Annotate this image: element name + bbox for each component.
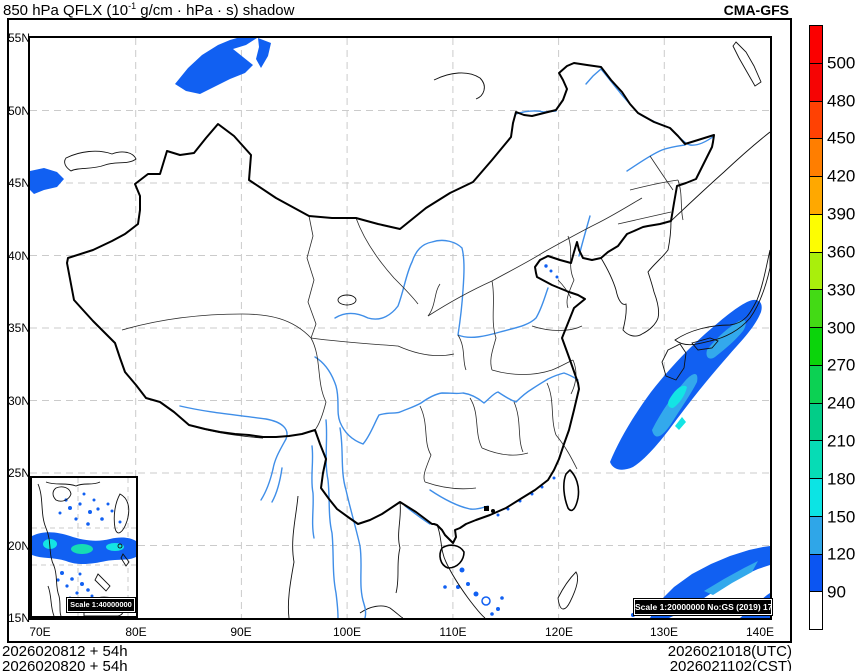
model-name-label: CMA-GFS (723, 2, 789, 18)
colorbar-segment (809, 440, 823, 479)
colorbar-segment (809, 213, 823, 253)
colorbar-segment (809, 100, 823, 140)
yellow-river (334, 239, 549, 339)
luzon (557, 571, 579, 610)
init-time-utc: 2026020812 + 54h (2, 643, 128, 660)
lat-tick-label: 55N (8, 31, 31, 45)
chart-title: 850 hPa QFLX (10-1 g/cm · hPa · s) shado… (3, 1, 295, 19)
china-map (30, 38, 770, 618)
colorbar-tick-label: 500 (827, 53, 856, 73)
lon-tick-label: 80E (125, 625, 147, 639)
lat-tick-label: 45N (8, 176, 31, 190)
japan-shikoku (691, 337, 719, 351)
graticule (30, 38, 770, 618)
colorbar-tick-label: 150 (827, 507, 856, 527)
colorbar-segment (809, 553, 823, 593)
yangtze-river (314, 356, 579, 445)
lat-tick-label: 20N (8, 538, 31, 553)
lat-tick-label: 35N (8, 321, 31, 335)
pearl-river (429, 489, 489, 510)
qinghai-lake (337, 294, 357, 306)
colorbar-tick-label: 180 (827, 469, 856, 489)
inset-coastlines (37, 481, 130, 616)
colorbar-segment (809, 289, 823, 328)
national-boundary (66, 62, 715, 569)
colorbar-segment (809, 591, 823, 630)
colorbar-tick-label: 90 (827, 582, 846, 602)
colorbar-tick-label: 420 (827, 166, 856, 186)
lat-tick-label: 15N (8, 611, 31, 625)
colorbar-segment (809, 327, 823, 366)
valid-time-utc: 2026021018(UTC) (667, 643, 792, 660)
colorbar-segment (809, 25, 823, 64)
taiwan (563, 469, 580, 512)
colorbar-tick-label: 240 (827, 393, 856, 413)
colorbar-segment (809, 402, 823, 442)
colorbar-tick-label: 480 (827, 91, 856, 111)
inset-map-svg (32, 478, 136, 616)
colorbar-segment (809, 515, 823, 555)
colorbar-tick-label: 120 (827, 544, 856, 564)
lat-tick-label: 25N (8, 466, 31, 480)
amur-river (585, 68, 715, 146)
lon-tick-label: 70E (29, 625, 51, 639)
valid-time-cst: 2026021102(CST) (669, 658, 792, 671)
lon-tick-label: 100E (332, 625, 362, 639)
lon-tick-label: 120E (544, 625, 574, 639)
colorbar-segment (809, 62, 823, 102)
map-plot-area: Scale 1:40000000 Scale 1:20000000 No:GS … (28, 36, 782, 620)
lon-tick-label: 130E (649, 625, 679, 639)
outer-frame (7, 18, 792, 643)
inset-map: Scale 1:40000000 (30, 476, 138, 618)
salween (325, 419, 339, 618)
init-time-cst: 2026020820 + 54h (2, 658, 128, 671)
colorbar-segment (809, 364, 823, 404)
province-boundaries (121, 155, 684, 490)
lon-tick-label: 110E (439, 625, 467, 639)
lon-tick-label: 90E (230, 625, 252, 639)
colorbar-tick-label: 360 (827, 242, 856, 262)
atoll-ring (481, 596, 491, 606)
title-superscript: -1 (128, 1, 137, 11)
colorbar-tick-label: 300 (827, 318, 856, 337)
japan-honshu (674, 249, 770, 346)
inset-shading (32, 492, 136, 600)
colorbar-tick-label: 210 (827, 431, 856, 451)
colorbar-segment (809, 251, 823, 291)
colorbar-tick-label: 270 (827, 355, 856, 375)
vietnam-coast (436, 524, 486, 618)
songhua-river (626, 144, 686, 172)
lon-tick-label: 140E (745, 625, 775, 639)
colorbar-segment (809, 478, 823, 517)
lat-tick-label: 30N (8, 393, 31, 408)
inset-scale-label: Scale 1:40000000 (66, 597, 136, 613)
lat-tick-label: 50N (8, 103, 31, 118)
sar-markers (484, 506, 495, 513)
japan-kyushu (661, 343, 687, 381)
colorbar-tick-label: 390 (827, 204, 856, 224)
colorbar-segments (809, 25, 823, 630)
lat-tick-label: 40N (8, 248, 31, 263)
map-scale-label: Scale 1:20000000 No:GS (2019) 1786 (633, 598, 782, 616)
colorbar-segment (809, 176, 823, 215)
colorbar-segment (809, 138, 823, 177)
mekong (339, 427, 367, 618)
hainan (439, 544, 465, 569)
colorbar-tick-label: 330 (827, 280, 856, 300)
brahmaputra (179, 405, 288, 470)
colorbar-tick-label: 450 (827, 128, 856, 148)
